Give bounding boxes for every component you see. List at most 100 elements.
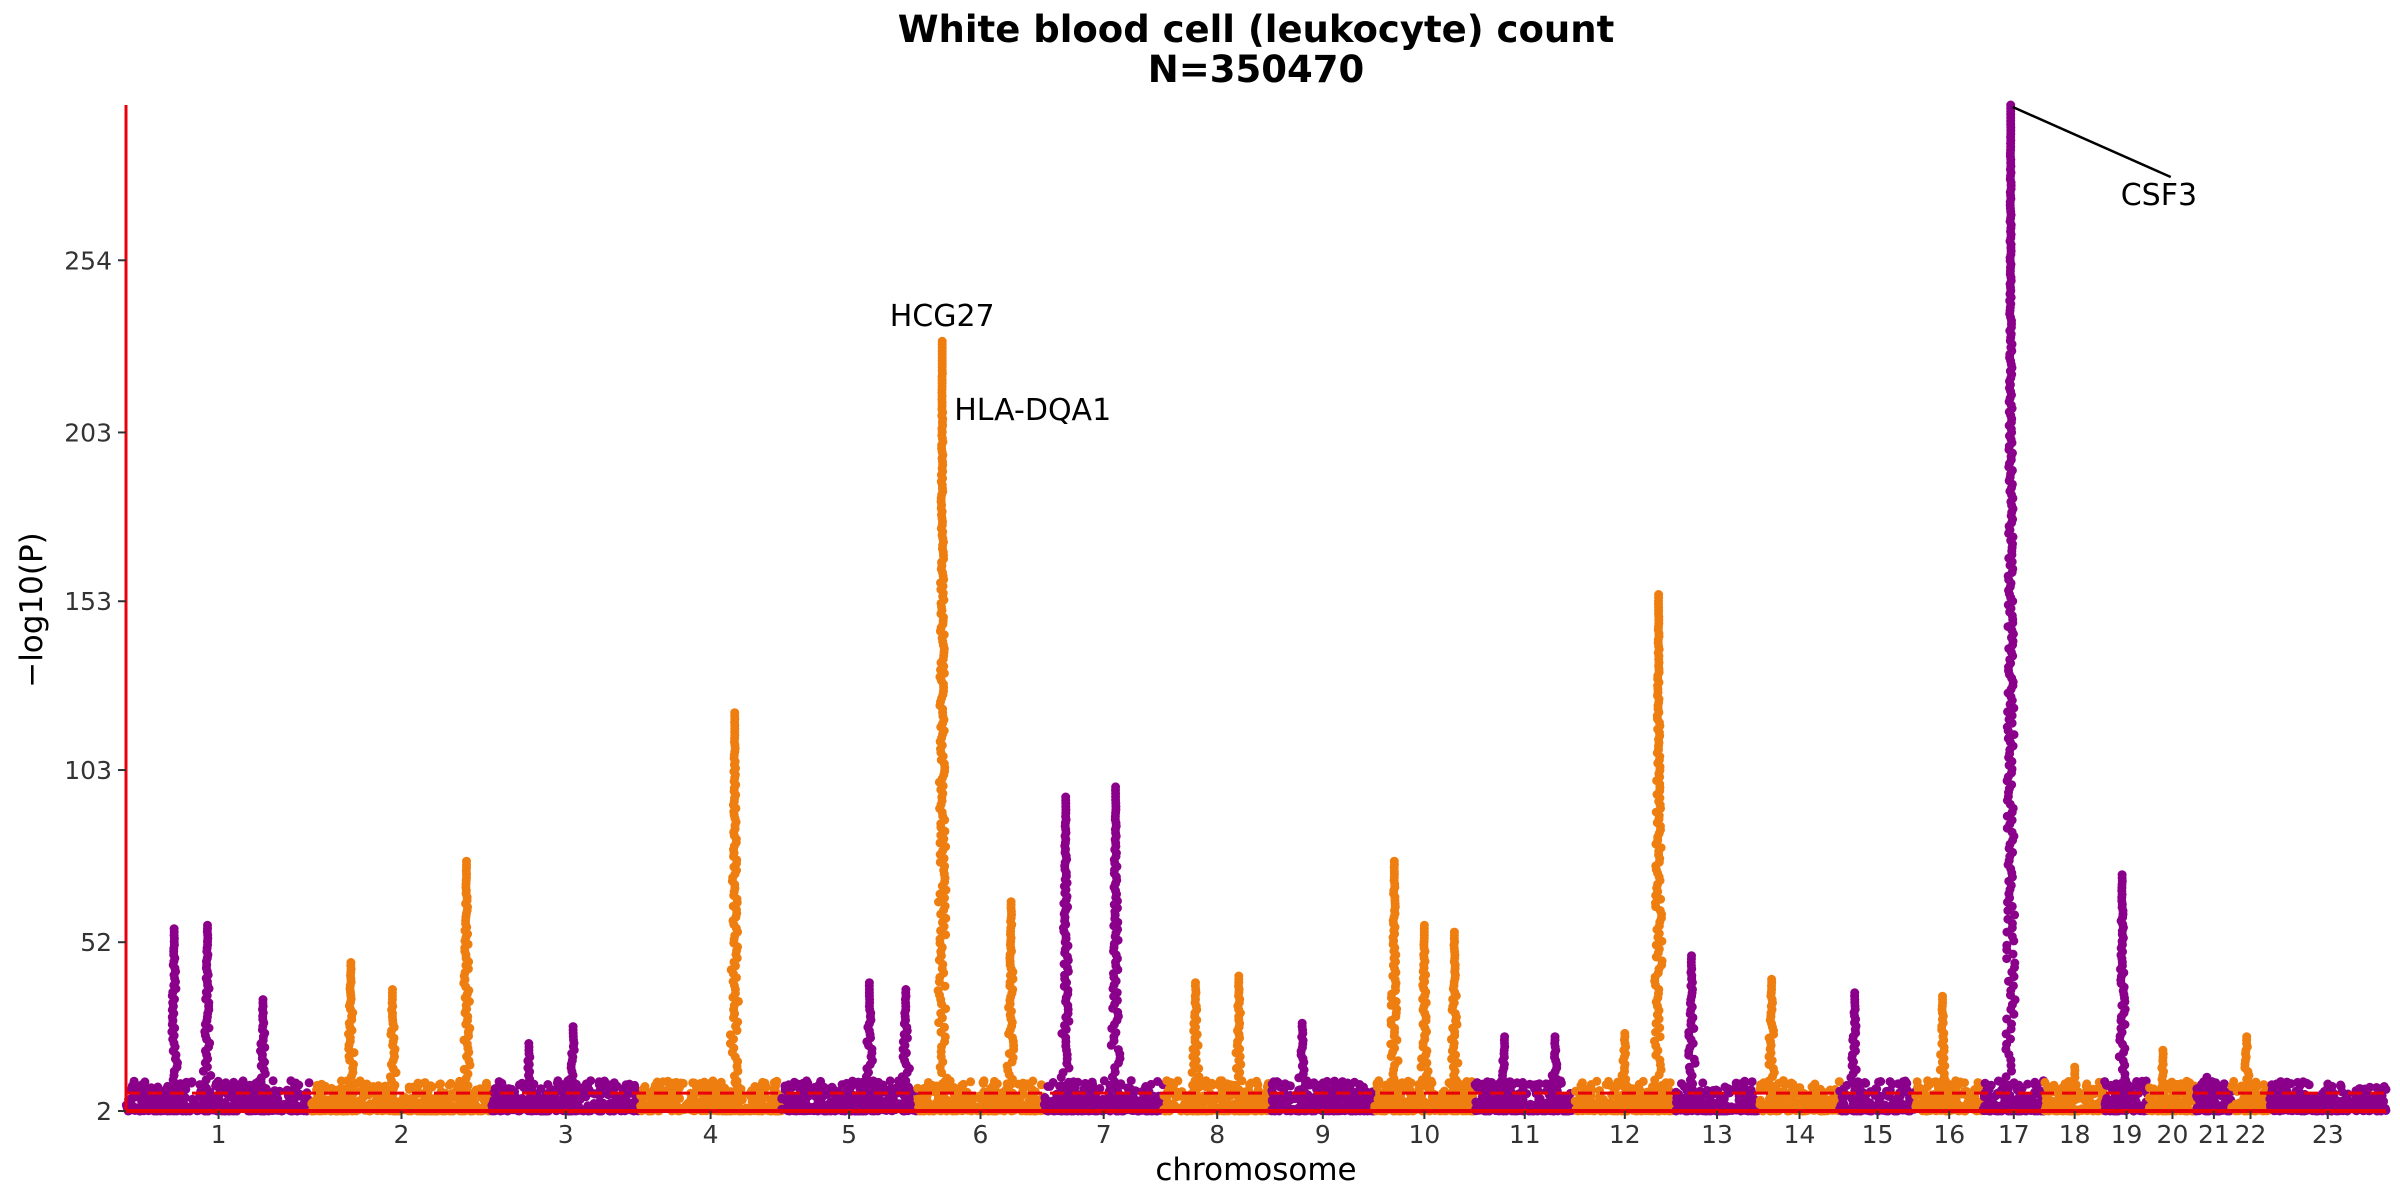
snp-point <box>142 1088 151 1097</box>
snp-point <box>1275 1082 1284 1092</box>
snp-point <box>226 1091 236 1101</box>
snp-point <box>1809 1093 1819 1103</box>
snp-point <box>555 1079 565 1089</box>
snp-point <box>1535 1094 1545 1104</box>
snp-point <box>605 1080 615 1090</box>
snp-point <box>165 1094 175 1104</box>
snp-point <box>1734 1079 1744 1089</box>
snp-point <box>1874 1077 1884 1087</box>
snp-point <box>1350 1077 1359 1087</box>
snp-point <box>1745 1101 1755 1111</box>
snp-point <box>1638 1076 1648 1086</box>
snp-point <box>1838 1097 1848 1106</box>
snp-point <box>363 1100 373 1110</box>
snp-point <box>2304 1080 2314 1090</box>
snp-point <box>1144 1095 1154 1105</box>
snp-point <box>1472 1082 1482 1092</box>
snp-point <box>2267 1080 2277 1090</box>
snp-point <box>1403 1076 1413 1086</box>
snp-point <box>1912 1077 1922 1087</box>
snp-point <box>377 1084 386 1094</box>
snp-point <box>594 1077 604 1087</box>
snp-point <box>1272 1099 1282 1109</box>
snp-point <box>1313 1101 1323 1111</box>
snp-point <box>1635 1085 1644 1094</box>
snp-point <box>1267 1079 1277 1089</box>
snp-point <box>1576 1081 1586 1090</box>
snp-point <box>420 1100 430 1110</box>
snp-point <box>799 1096 809 1106</box>
snp-points <box>121 100 2391 1116</box>
snp-point <box>1604 1080 1614 1090</box>
snp-point <box>1073 1077 1083 1087</box>
snp-point <box>1088 1096 1098 1106</box>
snp-point <box>1571 1086 1580 1096</box>
snp-point <box>1201 1076 1211 1086</box>
snp-point <box>770 1080 780 1089</box>
snp-point <box>1312 1084 1322 1094</box>
snp-point <box>153 1093 163 1102</box>
snp-point <box>977 1093 986 1103</box>
snp-point <box>1171 1092 1181 1102</box>
snp-point <box>1923 1082 1933 1092</box>
snp-point <box>1736 1095 1746 1105</box>
snp-point <box>268 1076 278 1086</box>
snp-point <box>640 1082 650 1091</box>
snp-point <box>978 1077 988 1087</box>
snp-point <box>132 1083 142 1093</box>
snp-point <box>314 1090 324 1100</box>
snp-point <box>1575 1093 1585 1103</box>
snp-point <box>989 1081 998 1090</box>
snp-point <box>1665 1078 1675 1088</box>
snp-point <box>1438 1088 1448 1098</box>
snp-point <box>692 1082 701 1092</box>
snp-point <box>2177 1097 2187 1107</box>
snp-point <box>1677 1079 1686 1089</box>
snp-point <box>1613 1077 1623 1087</box>
snp-point <box>327 1083 337 1093</box>
snp-point <box>1337 1082 1347 1092</box>
snp-point <box>2030 1079 2040 1089</box>
snp-point <box>1534 1079 1544 1089</box>
snp-point <box>586 1076 596 1086</box>
snp-point <box>603 1090 613 1100</box>
snp-point <box>1838 1090 1848 1100</box>
snp-point <box>968 1092 978 1102</box>
snp-point <box>673 1102 682 1112</box>
snp-point <box>1214 1092 1224 1102</box>
snp-point <box>851 1095 861 1105</box>
snp-point <box>2027 1099 2037 1109</box>
chart-title: White blood cell (leukocyte) count <box>898 8 1615 51</box>
snp-point <box>2100 1077 2110 1087</box>
snp-point <box>1215 1076 1225 1086</box>
snp-point <box>1489 1095 1499 1105</box>
snp-point <box>1075 1096 1085 1106</box>
snp-point <box>331 1093 341 1103</box>
snp-point <box>671 1083 681 1093</box>
snp-point <box>548 1095 558 1105</box>
snp-point <box>500 1084 510 1094</box>
snp-point <box>1331 1100 1341 1110</box>
snp-point <box>232 1080 242 1090</box>
snp-point <box>546 1084 556 1094</box>
snp-point <box>1701 1100 1710 1110</box>
snp-point <box>1043 1082 1053 1091</box>
snp-point <box>985 1098 994 1108</box>
snp-point <box>1014 1079 1023 1089</box>
snp-point <box>1955 1077 1965 1087</box>
snp-point <box>1780 1079 1789 1089</box>
snp-point <box>1208 1079 1218 1089</box>
snp-point <box>404 1082 414 1092</box>
snp-point <box>1381 1084 1391 1094</box>
snp-point <box>1866 1087 1876 1097</box>
snp-point <box>612 1081 622 1091</box>
snp-point <box>1788 1089 1798 1099</box>
snp-point <box>842 1078 852 1088</box>
snp-point <box>889 1095 898 1105</box>
snp-point <box>1162 1076 1172 1086</box>
snp-point <box>1209 1102 1219 1112</box>
snp-point <box>716 1077 726 1087</box>
snp-point <box>1162 1093 1172 1102</box>
snp-point <box>1376 1097 1385 1107</box>
snp-point <box>1818 1097 1827 1107</box>
